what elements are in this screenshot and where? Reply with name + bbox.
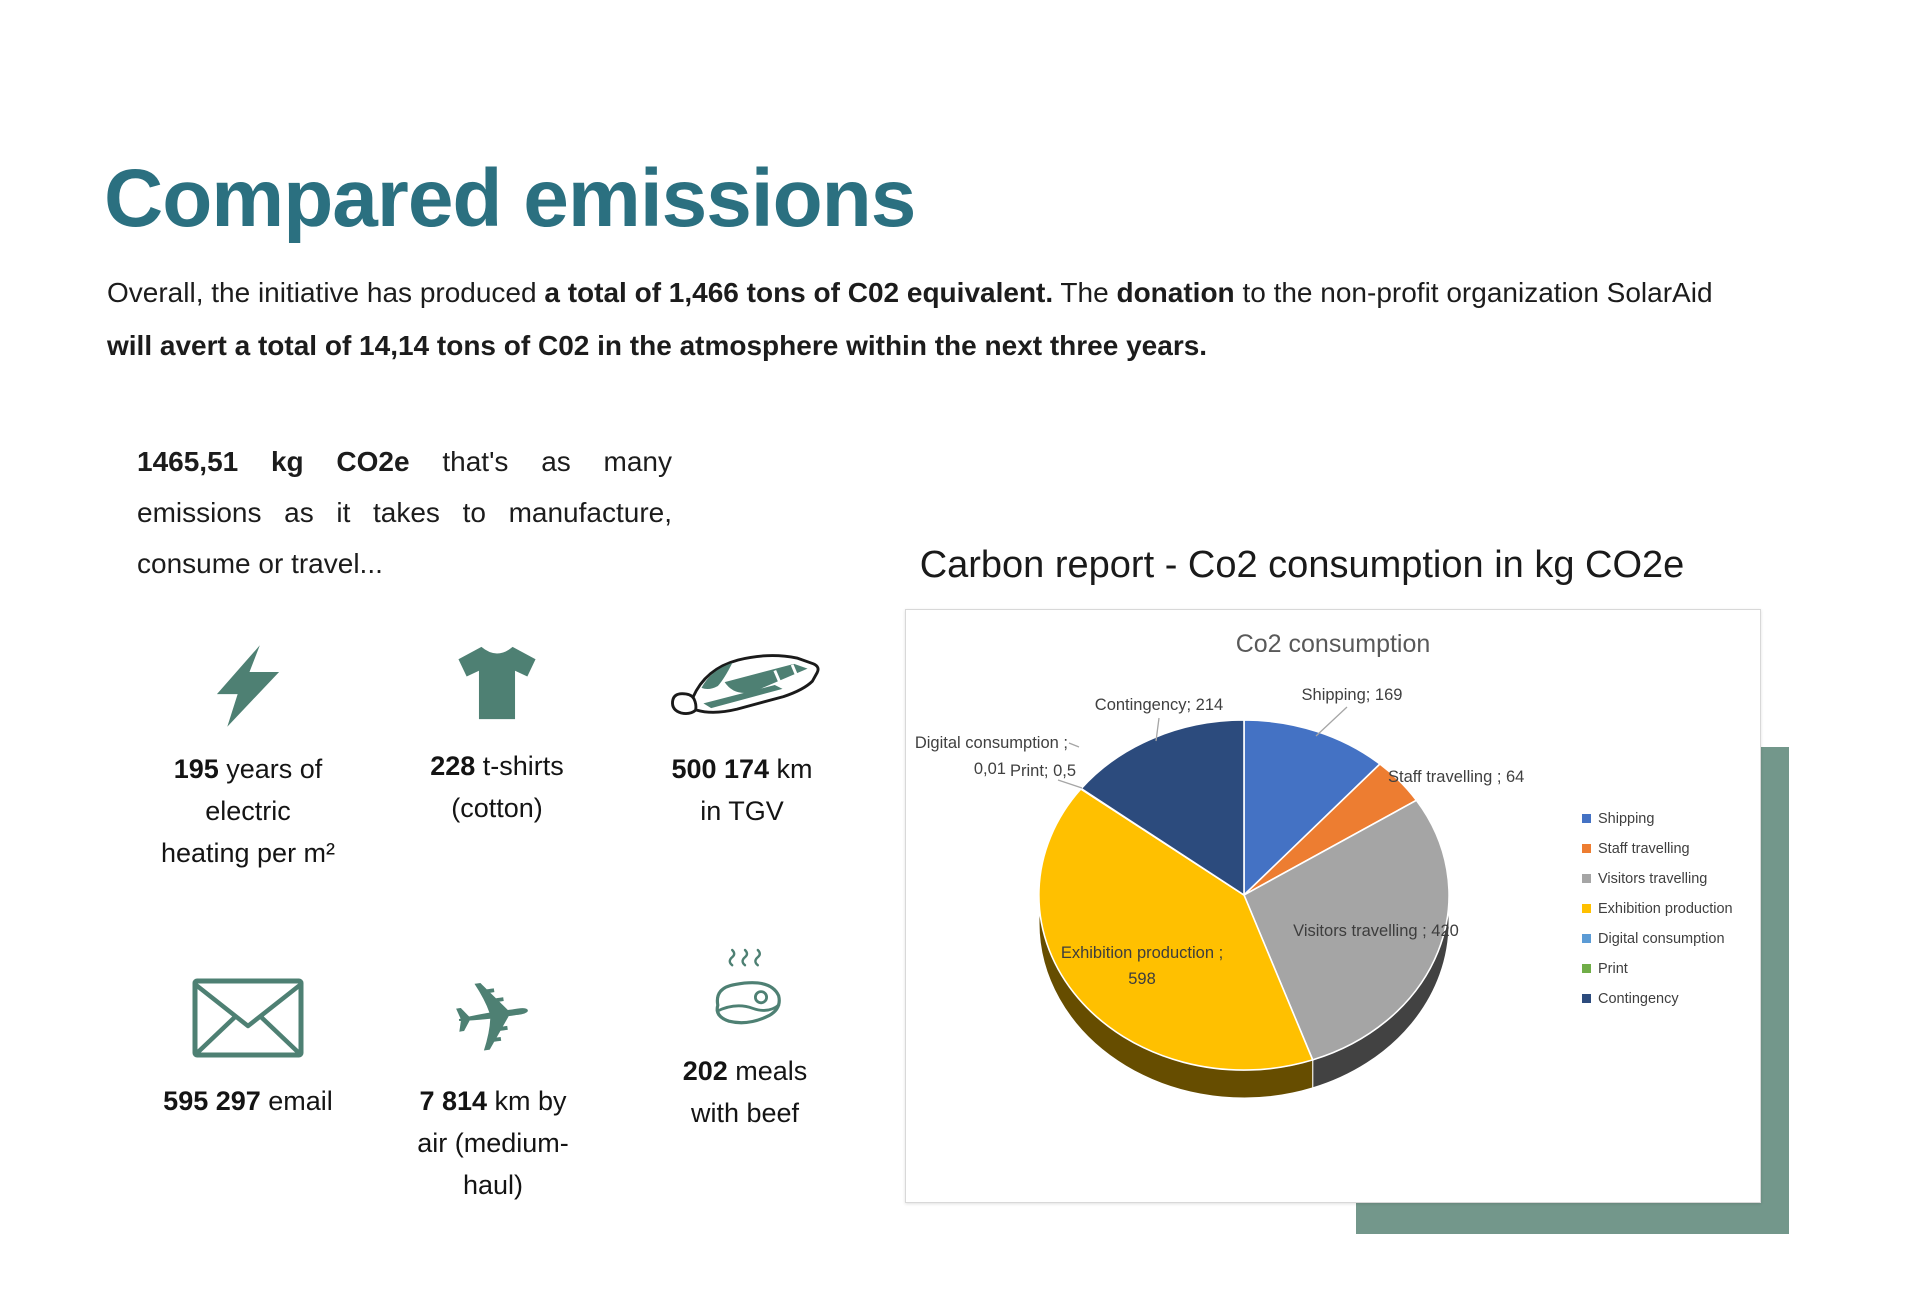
stat-electric-heating: 195 years of electric heating per m² — [159, 630, 337, 874]
legend-item-shipping: Shipping — [1582, 810, 1733, 827]
callout-staff-travelling: Staff travelling ; 64 — [1388, 768, 1525, 786]
tshirt-icon — [458, 646, 536, 720]
legend-swatch — [1582, 934, 1591, 943]
pie-chart — [1038, 706, 1450, 1099]
plane-icon: ✈ — [444, 955, 542, 1081]
stat-label: t-shirts (cotton) — [451, 751, 564, 823]
intro-bold-total: a total of 1,466 tons of C02 equivalent. — [544, 277, 1054, 308]
intro-bold-donation: donation — [1116, 277, 1235, 308]
slice-label-visitors-travelling: Visitors travelling ; 420 — [1293, 922, 1459, 940]
slice-label-exhibition-production: Exhibition production ; 598 — [1032, 940, 1252, 992]
intro-paragraph: Overall, the initiative has produced a t… — [107, 266, 1757, 372]
callout-digital-consumption-value: 0,01 — [973, 760, 1006, 778]
stat-tshirts: 228 t-shirts (cotton) — [408, 627, 586, 829]
stat-value: 500 174 — [671, 754, 770, 784]
stat-label: years of electric heating per m² — [160, 754, 336, 868]
train-icon — [671, 654, 820, 715]
stat-emails: 595 297 email — [133, 962, 363, 1122]
stat-label: email — [260, 1086, 333, 1116]
legend-swatch — [1582, 964, 1591, 973]
intro-bold-avert: will avert a total of 14,14 tons of C02 … — [107, 330, 1208, 361]
stat-value: 202 — [682, 1056, 728, 1086]
equivalents-intro-text: that's as many emissions as it takes to … — [137, 446, 673, 579]
stat-value: 228 — [430, 751, 476, 781]
stat-value: 595 297 — [163, 1086, 261, 1116]
legend-item-exhibition-production: Exhibition production — [1582, 900, 1733, 917]
legend-swatch — [1582, 844, 1591, 853]
intro-text: to the non-profit organization SolarAid — [1234, 277, 1713, 308]
legend-swatch — [1582, 994, 1591, 1003]
equivalents-intro: 1465,51 kg CO2e that's as many emissions… — [137, 436, 672, 589]
stat-tgv-km: 500 174 km in TGV — [658, 630, 826, 832]
legend-item-contingency: Contingency — [1582, 990, 1733, 1007]
stat-air-km: ✈ 7 814 km by air (medium-haul) — [403, 955, 583, 1206]
intro-text: The — [1053, 277, 1117, 308]
chart-legend: Shipping Staff travelling Visitors trave… — [1582, 810, 1733, 1020]
stat-label: meals with beef — [690, 1056, 808, 1128]
chart-section-heading: Carbon report - Co2 consumption in kg CO… — [919, 544, 1685, 586]
intro-text: Overall, the initiative has produced — [107, 277, 545, 308]
stat-label: km by air (medium-haul) — [417, 1086, 569, 1200]
legend-item-digital-consumption: Digital consumption — [1582, 930, 1733, 947]
stat-beef-meals: 202 meals with beef — [665, 944, 825, 1134]
legend-swatch — [1582, 904, 1591, 913]
legend-swatch — [1582, 814, 1591, 823]
envelope-icon — [192, 978, 304, 1058]
legend-swatch — [1582, 874, 1591, 883]
callout-contingency: Contingency; 214 — [1094, 696, 1224, 714]
stat-label: km in TGV — [700, 754, 813, 826]
callout-shipping: Shipping; 169 — [1301, 686, 1403, 704]
callout-print: Print; 0,5 — [1010, 762, 1077, 780]
callout-digital-consumption: Digital consumption ; — [914, 734, 1068, 752]
chart-title: Co2 consumption — [1235, 630, 1431, 658]
slice-label-exhibition-line1: Exhibition production ; — [1060, 944, 1224, 962]
chart-card: Co2 consumption Contingency; 214 Shippin… — [905, 609, 1761, 1203]
stat-value: 195 — [173, 754, 219, 784]
lightning-icon — [216, 645, 280, 727]
legend-item-print: Print — [1582, 960, 1733, 977]
steak-icon — [715, 948, 781, 1025]
stat-value: 7 814 — [419, 1086, 488, 1116]
slice-label-exhibition-line2: 598 — [1128, 970, 1156, 988]
total-co2e-value: 1465,51 kg CO2e — [137, 446, 410, 477]
legend-item-visitors-travelling: Visitors travelling — [1582, 870, 1733, 887]
page-title: Compared emissions — [104, 152, 916, 244]
legend-item-staff-travelling: Staff travelling — [1582, 840, 1733, 857]
